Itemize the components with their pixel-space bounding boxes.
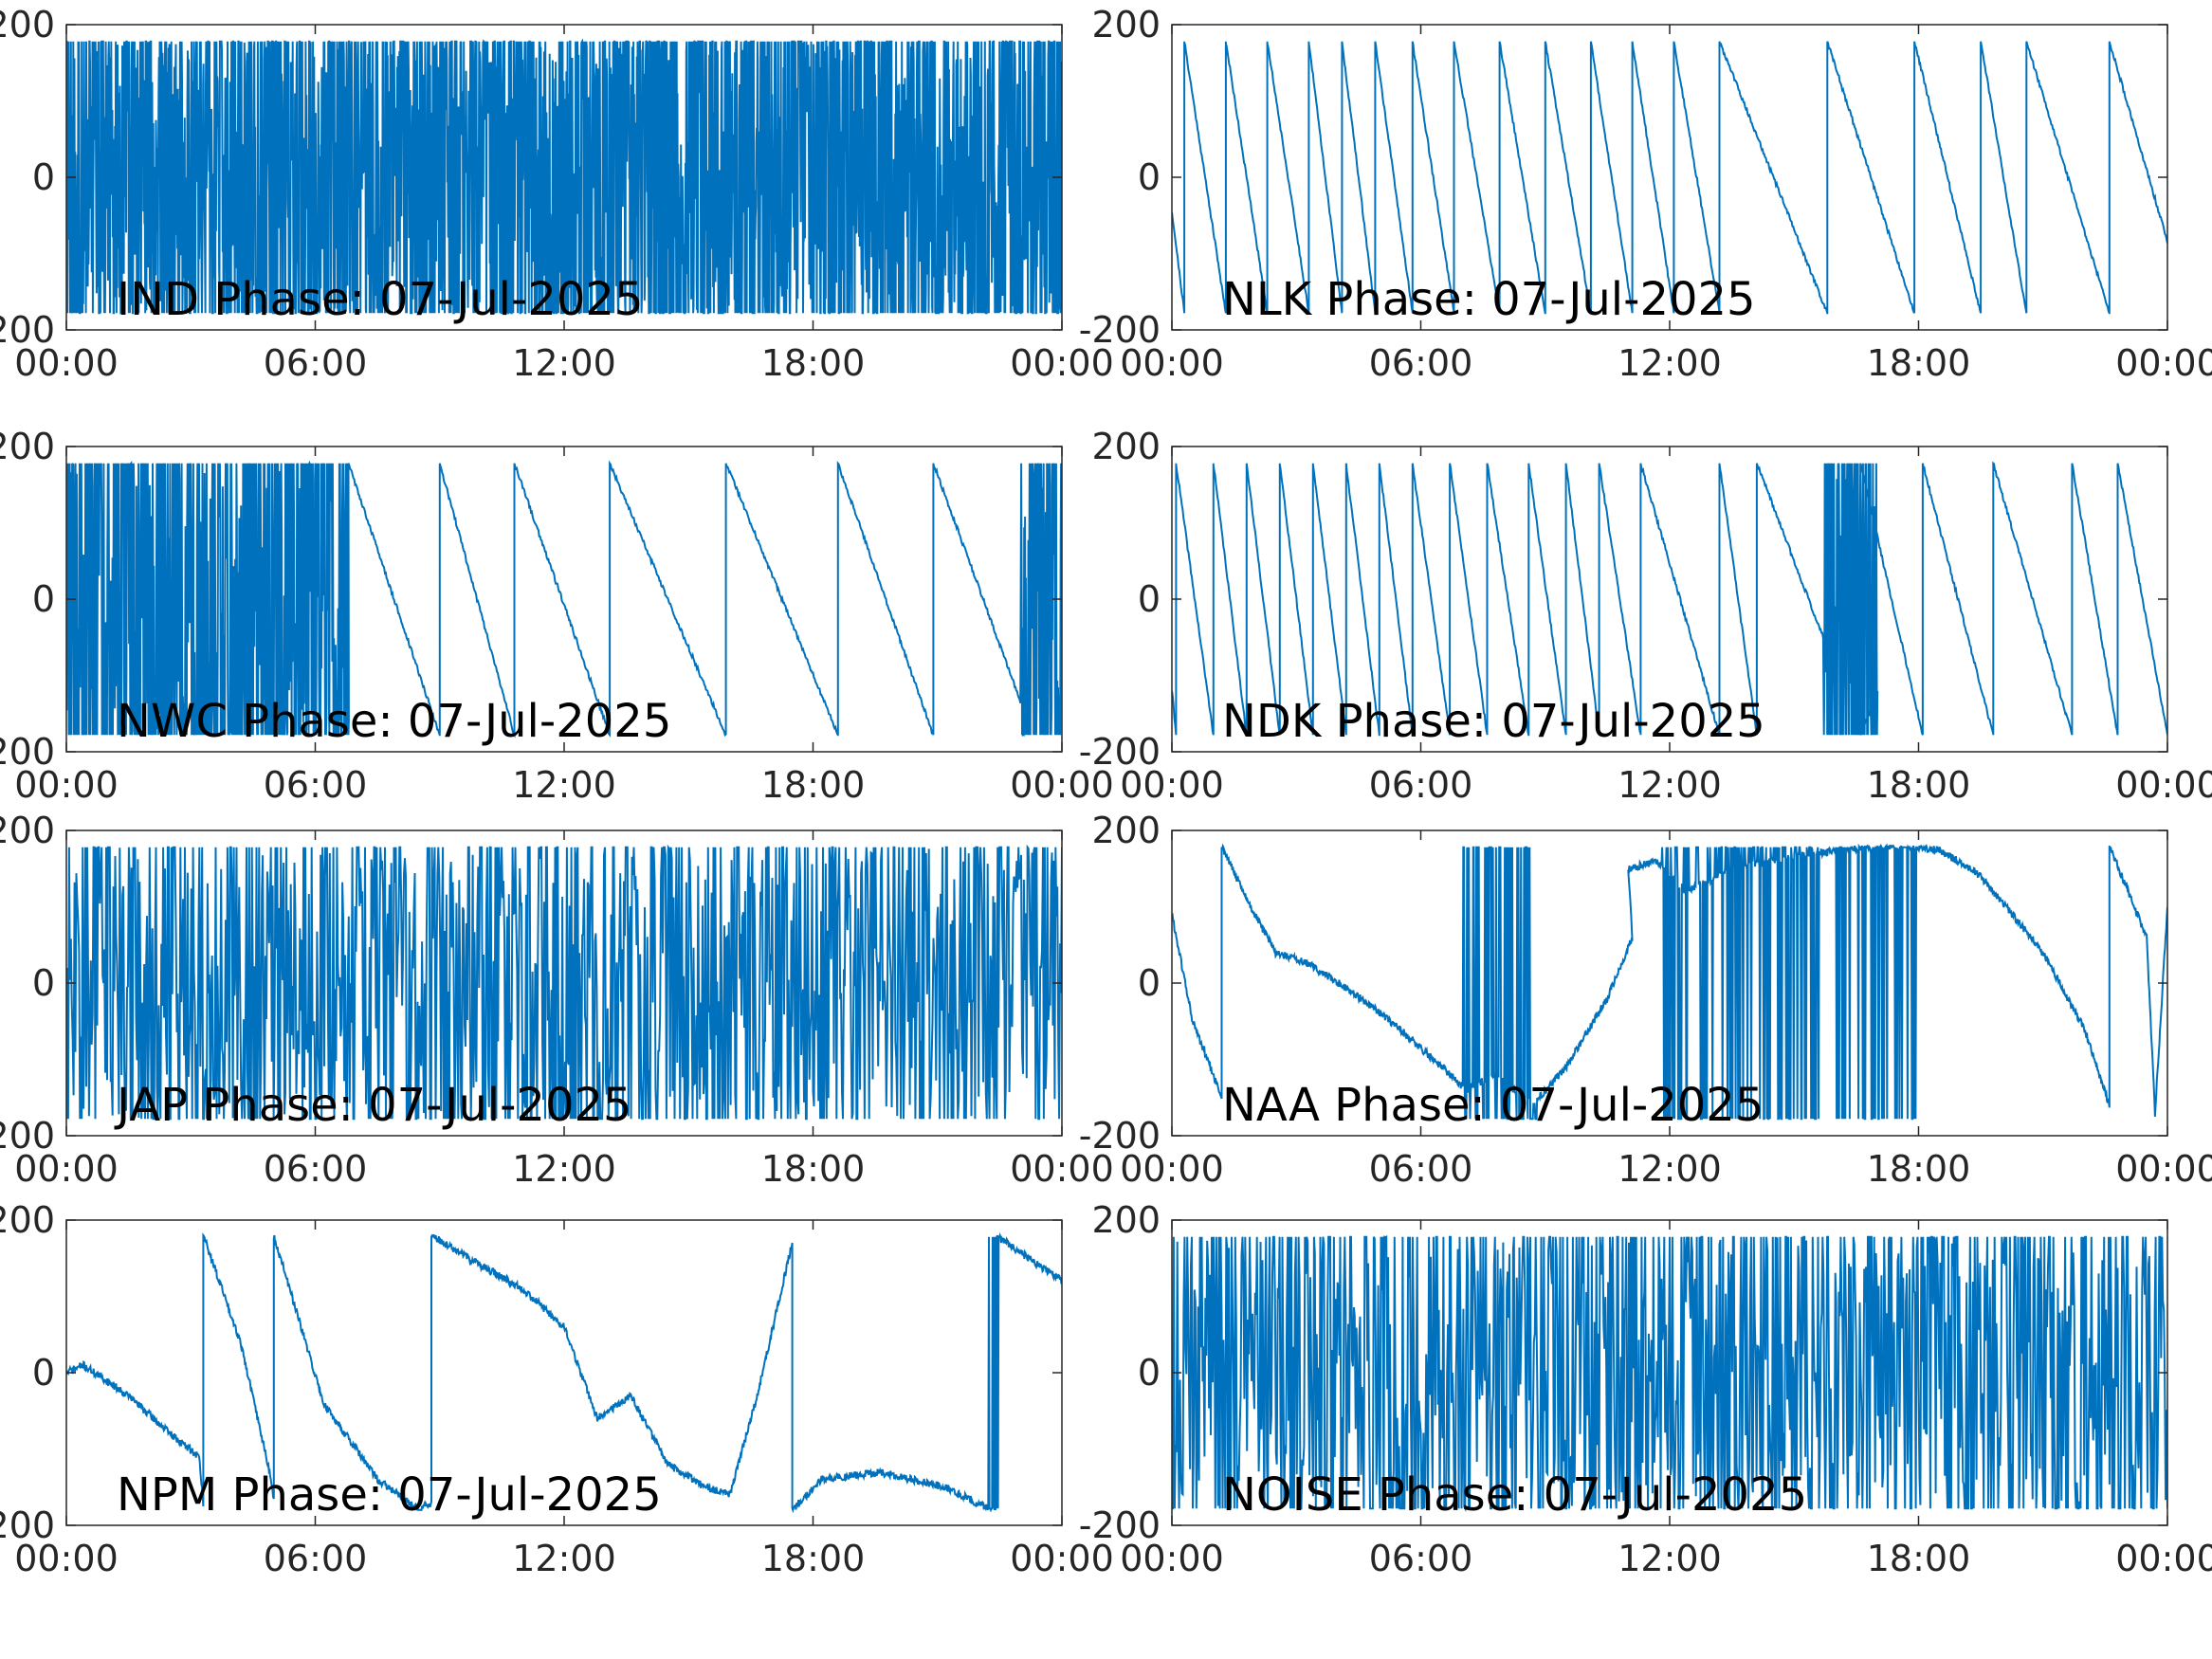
nwc-xtick-label: 00:00	[14, 764, 119, 806]
naa-phase-series	[1172, 843, 2167, 1121]
nwc-ytick-label: 0	[32, 578, 55, 620]
nlk-xtick-label: 00:00	[1120, 342, 1224, 384]
jap-xtick-label: 18:00	[761, 1148, 866, 1190]
ind-xtick-label: 18:00	[761, 342, 866, 384]
noise-xtick-label: 12:00	[1618, 1538, 1722, 1579]
ind-xtick-label: 00:00	[1010, 342, 1114, 384]
nlk-ytick-label: 200	[1091, 4, 1161, 46]
jap-xtick-label: 00:00	[14, 1148, 119, 1190]
nlk-ytick-label: 0	[1138, 156, 1161, 198]
npm-ytick-label: 200	[0, 1199, 55, 1241]
noise-panel-label: NOISE Phase: 07-Jul-2025	[1222, 1468, 1807, 1522]
nwc-xtick-label: 06:00	[264, 764, 368, 806]
ind-xtick-label: 12:00	[512, 342, 616, 384]
nlk-xtick-label: 12:00	[1618, 342, 1722, 384]
naa-ytick-label: -200	[1079, 1115, 1161, 1157]
nlk-xtick-label: 00:00	[2115, 342, 2212, 384]
nwc-ytick-label: -200	[0, 731, 55, 773]
ndk-phase-series	[1172, 461, 2167, 737]
jap-ytick-label: 200	[0, 810, 55, 851]
ndk-xtick-label: 06:00	[1369, 764, 1473, 806]
naa-xtick-label: 18:00	[1867, 1148, 1971, 1190]
npm-ytick-label: 0	[32, 1352, 55, 1394]
jap-xtick-label: 06:00	[264, 1148, 368, 1190]
nwc-panel-label: NWC Phase: 07-Jul-2025	[117, 695, 671, 748]
ind-ytick-label: 200	[0, 4, 55, 46]
noise-phase-series	[1172, 1235, 2167, 1513]
naa-xtick-label: 00:00	[1120, 1148, 1224, 1190]
noise-ytick-label: 200	[1091, 1199, 1161, 1241]
npm-panel-label: NPM Phase: 07-Jul-2025	[117, 1468, 662, 1522]
nwc-xtick-label: 18:00	[761, 764, 866, 806]
npm-xtick-label: 06:00	[264, 1538, 368, 1579]
nlk-xtick-label: 18:00	[1867, 342, 1971, 384]
noise-ytick-label: 0	[1138, 1352, 1161, 1394]
ndk-ytick-label: -200	[1079, 731, 1161, 773]
nlk-panel-label: NLK Phase: 07-Jul-2025	[1222, 273, 1756, 326]
npm-xtick-label: 00:00	[1010, 1538, 1114, 1579]
ind-panel-label: IND Phase: 07-Jul-2025	[117, 273, 644, 326]
naa-ytick-label: 0	[1138, 962, 1161, 1004]
npm-xtick-label: 12:00	[512, 1538, 616, 1579]
nlk-ytick-label: -200	[1079, 309, 1161, 351]
noise-xtick-label: 00:00	[1120, 1538, 1224, 1579]
jap-ytick-label: 0	[32, 962, 55, 1004]
ndk-xtick-label: 00:00	[2115, 764, 2212, 806]
noise-ytick-label: -200	[1079, 1504, 1161, 1546]
ndk-xtick-label: 18:00	[1867, 764, 1971, 806]
npm-xtick-label: 18:00	[761, 1538, 866, 1579]
npm-xtick-label: 00:00	[14, 1538, 119, 1579]
noise-xtick-label: 00:00	[2115, 1538, 2212, 1579]
jap-xtick-label: 00:00	[1010, 1148, 1114, 1190]
jap-ytick-label: -200	[0, 1115, 55, 1157]
ndk-panel-label: NDK Phase: 07-Jul-2025	[1222, 695, 1765, 748]
naa-xtick-label: 06:00	[1369, 1148, 1473, 1190]
jap-panel-label: JAP Phase: 07-Jul-2025	[114, 1079, 632, 1132]
nwc-phase-series	[66, 460, 1062, 738]
ind-ytick-label: -200	[0, 309, 55, 351]
nwc-xtick-label: 12:00	[512, 764, 616, 806]
ind-ytick-label: 0	[32, 156, 55, 198]
jap-phase-series	[66, 844, 1062, 1121]
ndk-ytick-label: 0	[1138, 578, 1161, 620]
ndk-xtick-label: 00:00	[1120, 764, 1224, 806]
nwc-xtick-label: 00:00	[1010, 764, 1114, 806]
nlk-phase-series	[1172, 41, 2167, 315]
naa-panel-label: NAA Phase: 07-Jul-2025	[1222, 1079, 1764, 1132]
ndk-ytick-label: 200	[1091, 426, 1161, 467]
jap-xtick-label: 12:00	[512, 1148, 616, 1190]
ind-phase-series	[66, 38, 1062, 315]
nwc-ytick-label: 200	[0, 426, 55, 467]
noise-xtick-label: 06:00	[1369, 1538, 1473, 1579]
npm-phase-series	[66, 1232, 1062, 1514]
npm-ytick-label: -200	[0, 1504, 55, 1546]
ind-xtick-label: 06:00	[264, 342, 368, 384]
naa-xtick-label: 00:00	[2115, 1148, 2212, 1190]
naa-ytick-label: 200	[1091, 810, 1161, 851]
noise-xtick-label: 18:00	[1867, 1538, 1971, 1579]
ndk-xtick-label: 12:00	[1618, 764, 1722, 806]
ind-xtick-label: 00:00	[14, 342, 119, 384]
nlk-xtick-label: 06:00	[1369, 342, 1473, 384]
naa-xtick-label: 12:00	[1618, 1148, 1722, 1190]
